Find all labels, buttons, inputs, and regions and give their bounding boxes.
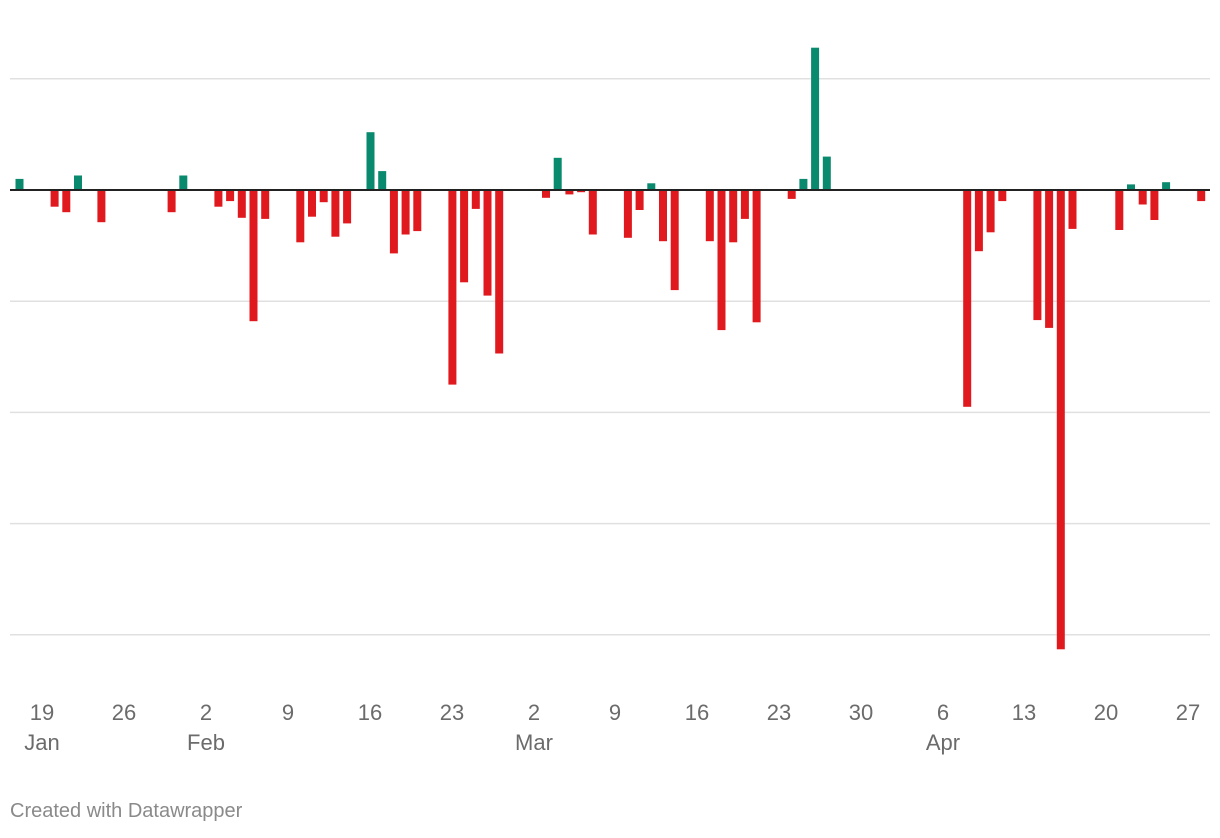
x-tick-label: 13	[1012, 700, 1036, 725]
bar	[214, 190, 223, 207]
bar	[670, 190, 679, 291]
bar	[97, 190, 106, 223]
bar	[974, 190, 983, 252]
bar	[1162, 182, 1171, 190]
x-tick-label: 2	[528, 700, 540, 725]
bar	[1068, 190, 1077, 229]
bar	[1115, 190, 1124, 230]
bar	[623, 190, 632, 238]
bar	[1056, 190, 1065, 650]
bar	[635, 190, 644, 210]
x-tick-month-label: Jan	[24, 730, 59, 755]
bar	[729, 190, 738, 243]
bar	[378, 171, 387, 190]
bar	[822, 156, 831, 190]
bar	[1127, 184, 1135, 190]
bar	[811, 47, 820, 191]
bar	[413, 190, 422, 232]
bar	[577, 190, 586, 193]
x-tick-label: 6	[937, 700, 949, 725]
x-tick-label: 9	[609, 700, 621, 725]
bars	[15, 47, 1206, 650]
bar	[705, 190, 714, 242]
x-tick-label: 19	[30, 700, 54, 725]
x-tick-label: 30	[849, 700, 873, 725]
bar	[588, 190, 597, 235]
bar	[50, 190, 59, 207]
bar	[15, 178, 24, 190]
bar	[296, 190, 305, 243]
bar	[62, 190, 71, 213]
bar	[460, 190, 469, 283]
bar-chart: 19 Jan 26 2 Feb 9 16 23 2 Mar 9 16 23 30 6 Apr 13 20 27	[10, 47, 1210, 755]
bar	[249, 190, 258, 322]
bar	[448, 190, 457, 385]
x-tick-label: 16	[685, 700, 709, 725]
bar	[471, 190, 480, 209]
bar	[740, 190, 749, 219]
bar	[237, 190, 246, 218]
bar	[331, 190, 340, 237]
bar	[565, 190, 574, 195]
bar	[167, 190, 176, 213]
bar	[647, 183, 656, 190]
bar	[1150, 190, 1159, 220]
bar	[799, 178, 808, 190]
x-tick-label: 27	[1176, 700, 1200, 725]
bar	[261, 190, 270, 219]
bar	[787, 190, 796, 199]
x-tick-label: 9	[282, 700, 294, 725]
bar	[308, 190, 316, 217]
bar	[752, 190, 761, 323]
bar	[1197, 190, 1206, 202]
bar	[1138, 190, 1147, 205]
x-tick-label: 20	[1094, 700, 1118, 725]
x-tick-label: 2	[200, 700, 212, 725]
bar	[553, 157, 562, 190]
bar	[998, 190, 1007, 202]
bar	[319, 190, 328, 203]
x-tick-label: 23	[440, 700, 464, 725]
bar	[401, 190, 410, 235]
credit-text: Created with Datawrapper	[10, 800, 243, 822]
bar	[659, 190, 667, 242]
bar	[1045, 190, 1054, 328]
bar	[717, 190, 726, 331]
bar	[389, 190, 398, 254]
bar	[366, 132, 375, 190]
bar	[226, 190, 235, 202]
bar	[495, 190, 504, 354]
x-tick-label: 26	[112, 700, 136, 725]
x-tick-label: 16	[358, 700, 382, 725]
bar	[963, 190, 972, 407]
x-tick-label: 23	[767, 700, 791, 725]
bar	[179, 175, 188, 190]
x-tick-month-label: Apr	[926, 730, 960, 755]
x-tick-month-label: Feb	[187, 730, 225, 755]
bar	[343, 190, 352, 224]
bar	[542, 190, 550, 198]
x-axis-ticks: 19 Jan 26 2 Feb 9 16 23 2 Mar 9 16 23 30 6 Apr 13 20 27	[24, 700, 1200, 755]
bar	[483, 190, 492, 296]
x-tick-month-label: Mar	[515, 730, 553, 755]
bar	[986, 190, 995, 233]
bar	[74, 175, 82, 190]
gridlines	[10, 78, 1210, 636]
bar	[1033, 190, 1042, 321]
